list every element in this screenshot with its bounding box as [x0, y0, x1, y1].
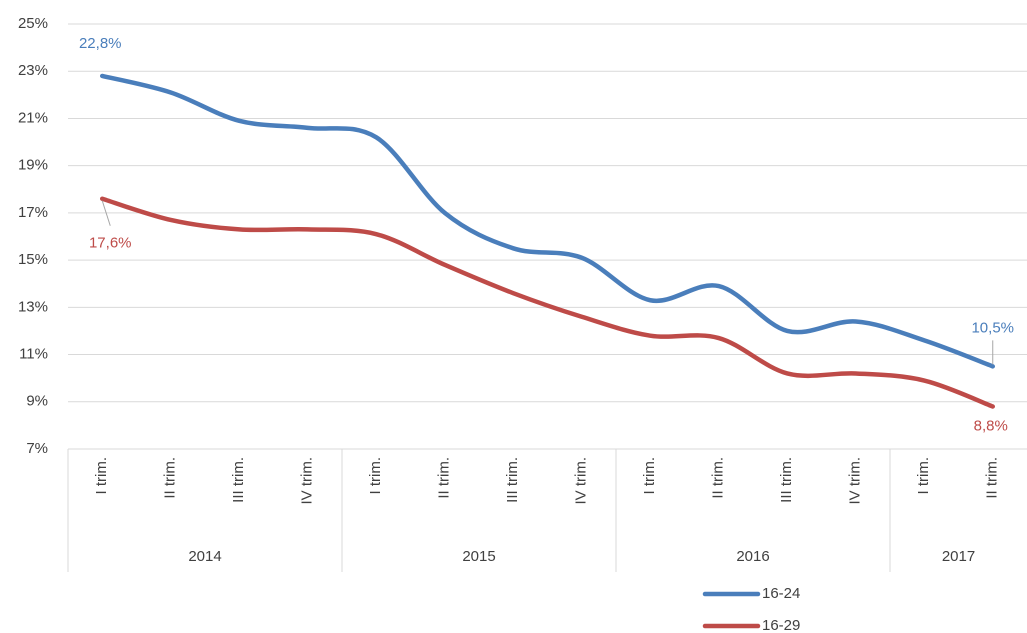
y-tick-label: 21%: [18, 109, 48, 126]
y-tick-label: 9%: [26, 393, 48, 410]
y-tick-label: 23%: [18, 62, 48, 79]
y-tick-label: 7%: [26, 440, 48, 457]
line: [100, 196, 995, 409]
x-tick-label: I trim.: [93, 457, 110, 495]
legend-label: 16-24: [762, 585, 800, 602]
x-tick-label: II trim.: [984, 457, 1001, 499]
y-tick-label: 19%: [18, 157, 48, 174]
x-group-label: 2016: [736, 548, 769, 565]
x-group-label: 2017: [942, 548, 975, 565]
leader-line: [101, 200, 111, 226]
data-label: 8,8%: [974, 417, 1008, 434]
y-tick-label: 15%: [18, 251, 48, 268]
y-tick-label: 25%: [18, 15, 48, 32]
x-tick-label: II trim.: [162, 457, 179, 499]
x-group-label: 2014: [188, 548, 221, 565]
x-tick-label: IV trim.: [299, 457, 316, 505]
data-label: 10,5%: [971, 319, 1014, 336]
x-tick-label: IV trim.: [573, 457, 590, 505]
x-group-label: 2015: [462, 548, 495, 565]
x-tick-label: I trim.: [641, 457, 658, 495]
x-tick-label: IV trim.: [847, 457, 864, 505]
data-label: 22,8%: [79, 35, 122, 52]
y-tick-label: 13%: [18, 298, 48, 315]
line: [100, 73, 995, 369]
y-tick-label: 17%: [18, 204, 48, 221]
x-tick-label: I trim.: [915, 457, 932, 495]
x-tick-label: II trim.: [710, 457, 727, 499]
x-tick-label: II trim.: [436, 457, 453, 499]
legend-label: 16-29: [762, 617, 800, 633]
y-tick-label: 11%: [19, 346, 48, 363]
x-tick-label: I trim.: [367, 457, 384, 495]
x-tick-label: III trim.: [778, 457, 795, 503]
data-label: 17,6%: [89, 235, 132, 252]
x-tick-label: III trim.: [504, 457, 521, 503]
x-tick-label: III trim.: [230, 457, 247, 503]
